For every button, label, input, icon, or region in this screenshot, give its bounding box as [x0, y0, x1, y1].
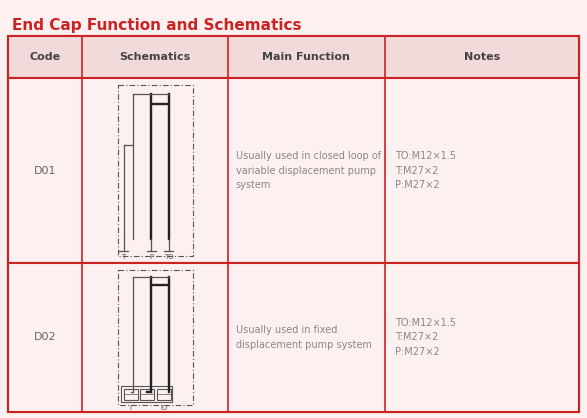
Text: Code: Code [29, 52, 60, 62]
Bar [8, 263, 579, 412]
Bar [123, 389, 138, 400]
Text: End Cap Function and Schematics: End Cap Function and Schematics [12, 18, 302, 33]
Text: Main Function: Main Function [262, 52, 350, 62]
Bar [140, 389, 154, 400]
Bar [157, 389, 171, 400]
Bar [117, 85, 193, 256]
Text: Notes: Notes [464, 52, 500, 62]
Text: I: I [130, 405, 131, 411]
Text: Usually used in fixed
displacement pump system: Usually used in fixed displacement pump … [236, 325, 372, 350]
Text: T: T [122, 254, 126, 260]
Text: TO:M12×1.5
T:M27×2
P:M27×2: TO:M12×1.5 T:M27×2 P:M27×2 [395, 151, 456, 190]
Bar [117, 270, 193, 405]
Bar [120, 386, 171, 402]
Text: Schematics: Schematics [119, 52, 191, 62]
Bar [8, 36, 579, 78]
Text: D01: D01 [34, 166, 56, 176]
Text: TO:M12×1.5
T:M27×2
P:M27×2: TO:M12×1.5 T:M27×2 P:M27×2 [395, 318, 456, 357]
Bar [8, 78, 579, 263]
Text: P: P [149, 254, 153, 260]
Text: TO: TO [164, 254, 173, 260]
Text: Usually used in closed loop of
variable displacement pump
system: Usually used in closed loop of variable … [236, 151, 381, 190]
Text: IO: IO [160, 405, 167, 411]
Text: D02: D02 [34, 332, 56, 342]
Bar [8, 36, 579, 412]
